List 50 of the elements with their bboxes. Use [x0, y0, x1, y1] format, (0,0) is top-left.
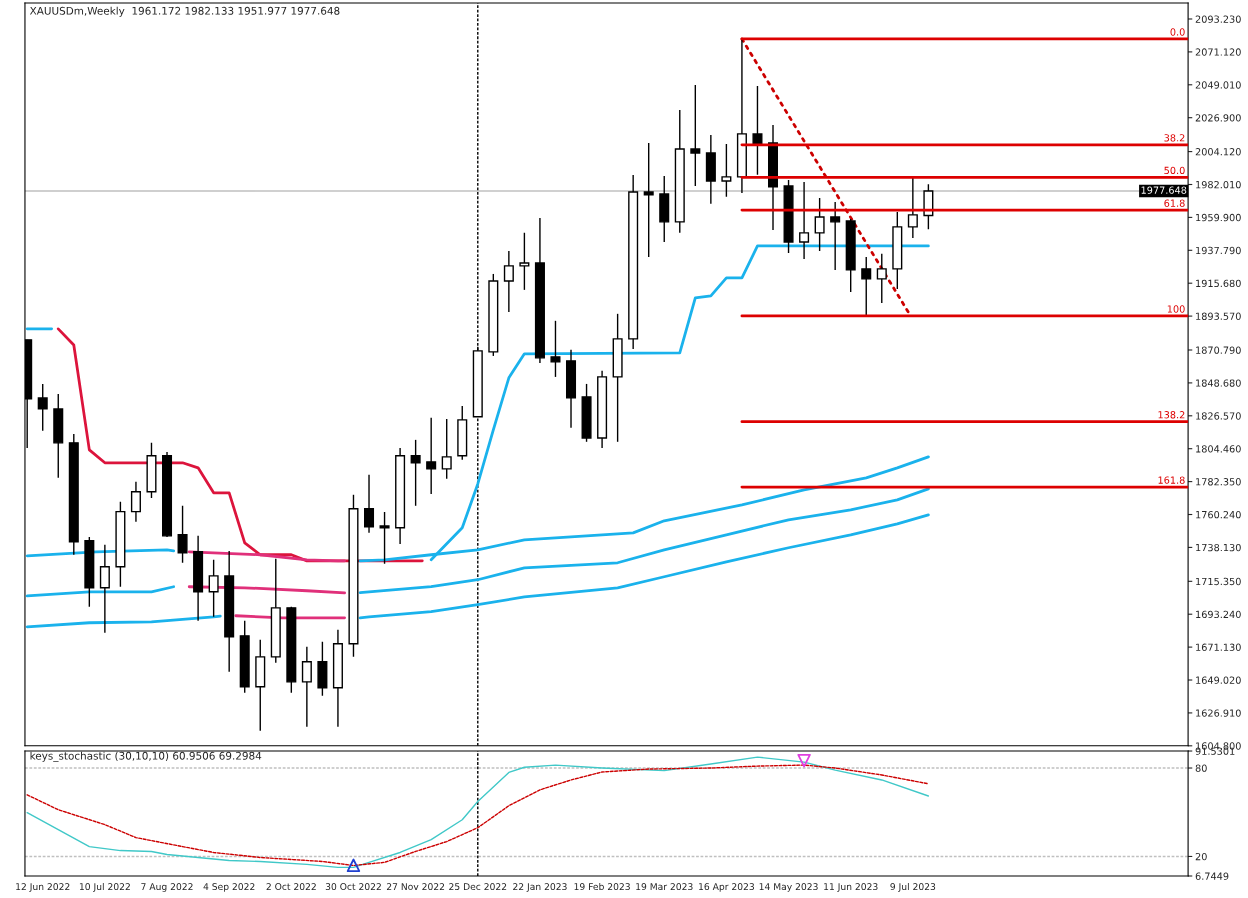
y-tick-label: 1982.010	[1196, 180, 1241, 189]
y-tick-label: 2071.120	[1195, 48, 1241, 56]
y-tick-label: 1671.130	[1196, 643, 1241, 651]
y-tick-label: 80	[1195, 764, 1207, 772]
x-tick-label: 4 Sep 2022	[203, 883, 255, 892]
y-tick-label: 1738.130	[1196, 543, 1241, 552]
x-tick-label: 30 Oct 2022	[325, 883, 381, 891]
y-tick-label: 1760.240	[1196, 510, 1241, 519]
y-tick-label: 2004.120	[1195, 148, 1241, 156]
y-tick-label: 1915.680	[1196, 279, 1241, 288]
y-tick-label: 1804.460	[1196, 445, 1241, 453]
x-tick-label: 19 Mar 2023	[636, 883, 693, 891]
y-tick-label: 2093.230	[1195, 15, 1241, 23]
series-label: 38.2	[1164, 134, 1185, 142]
series-label: 100	[1167, 305, 1185, 313]
x-tick-label: 2 Oct 2022	[266, 883, 316, 891]
x-tick-label: 27 Nov 2022	[386, 883, 445, 891]
y-tick-label: 1626.910	[1196, 709, 1241, 717]
x-tick-label: 10 Jul 2022	[79, 882, 130, 892]
x-tick-label: 25 Dec 2022	[449, 883, 507, 891]
x-tick-label: 16 Apr 2023	[699, 883, 754, 892]
y-tick-label: 1848.680	[1196, 379, 1241, 387]
chart-title: XAUUSDm,Weekly 1961.172 1982.133 1951.977 1977.648	[29, 6, 340, 17]
y-tick-label: 2026.900	[1195, 114, 1241, 122]
y-tick-label: 2049.010	[1195, 81, 1241, 89]
x-tick-label: 12 Jun 2022	[16, 883, 70, 892]
y-tick-label: 1937.790	[1196, 246, 1241, 255]
y-tick-label: 1715.350	[1196, 577, 1241, 586]
x-tick-label: 11 Jun 2023	[824, 883, 878, 892]
ref-line-label: 1977.648	[1141, 186, 1187, 194]
x-tick-label: 7 Aug 2022	[141, 883, 193, 892]
series-label: 0.0	[1170, 28, 1185, 36]
y-tick-label: 1870.790	[1196, 346, 1241, 354]
x-tick-label: 22 Jan 2023	[513, 883, 567, 892]
chart-title: keys_stochastic (30,10,10) 60.9506 69.2984	[30, 751, 262, 763]
x-tick-label: 9 Jul 2023	[890, 882, 936, 892]
y-tick-label: 1959.900	[1196, 213, 1241, 222]
series-label: 161.8	[1158, 476, 1185, 484]
y-tick-label: 1826.570	[1196, 412, 1241, 420]
y-tick-label: 1693.240	[1196, 610, 1241, 619]
series-label: 138.2	[1158, 411, 1185, 419]
x-tick-label: 14 May 2023	[759, 883, 818, 892]
y-tick-label: 1782.350	[1196, 478, 1241, 486]
series-label: 50.0	[1164, 166, 1185, 175]
x-tick-label: 19 Feb 2023	[574, 882, 630, 891]
y-tick-label: 1649.020	[1196, 676, 1241, 684]
y-tick-label: 6.7449	[1195, 872, 1229, 880]
y-tick-label: 1893.570	[1196, 312, 1241, 320]
y-tick-label: 20	[1195, 852, 1207, 861]
series-label: 61.8	[1164, 199, 1185, 207]
